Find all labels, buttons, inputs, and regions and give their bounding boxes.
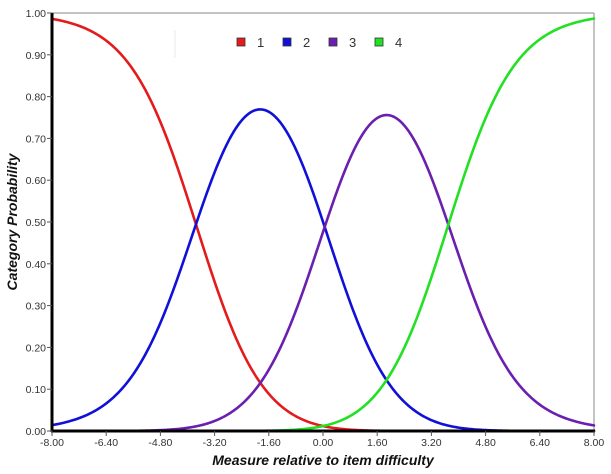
legend-item-2: 2 [282,35,310,50]
legend-label: 1 [257,35,264,50]
legend: 1 2 3 4 [236,35,402,50]
y-tick-label: 0.80 [26,92,47,104]
y-tick-label: 0.40 [26,259,47,271]
y-tick-label: 0.10 [26,384,47,396]
x-tick-label: 0.00 [313,437,334,449]
x-tick-label: -6.40 [94,437,118,449]
category-3-curve [50,113,596,433]
x-tick-label: -8.00 [40,437,64,449]
legend-label: 4 [395,35,402,50]
x-tick-label: 3.20 [421,437,442,449]
legend-item-4: 4 [374,35,402,50]
y-axis-ticks: 0.00 0.10 0.20 0.30 0.40 0.50 0.60 0.70 0.80 0.90… [26,8,52,438]
legend-item-3: 3 [328,35,356,50]
y-tick-label: 0.00 [26,426,47,438]
y-tick-label: 1.00 [26,8,47,20]
y-tick-label: 0.60 [26,175,47,187]
x-axis-title: Measure relative to item difficulty [212,452,435,468]
x-tick-label: -1.60 [257,437,281,449]
curves-group [50,17,596,433]
y-tick-label: 0.90 [26,50,47,62]
y-axis-title: Category Probability [4,152,20,290]
legend-swatch-icon [374,37,384,47]
legend-swatch-icon [282,37,292,47]
legend-swatch-icon [328,37,338,47]
x-tick-label: 4.80 [475,437,496,449]
x-tick-label: -4.80 [148,437,172,449]
y-tick-label: 0.50 [26,217,47,229]
category-2-curve [50,108,596,433]
y-tick-label: 0.20 [26,342,47,354]
x-tick-label: -3.20 [203,437,227,449]
x-axis-ticks: -8.00 -6.40 -4.80 -3.20 -1.60 0.00 1.60 3.20 4.8… [40,431,604,449]
x-tick-label: 6.40 [530,437,551,449]
legend-label: 2 [303,35,310,50]
legend-item-1: 1 [236,35,264,50]
x-tick-label: 8.00 [584,437,605,449]
y-tick-label: 0.70 [26,133,47,145]
legend-label: 3 [349,35,356,50]
y-tick-label: 0.30 [26,301,47,313]
x-tick-label: 1.60 [367,437,388,449]
legend-swatch-icon [236,37,246,47]
